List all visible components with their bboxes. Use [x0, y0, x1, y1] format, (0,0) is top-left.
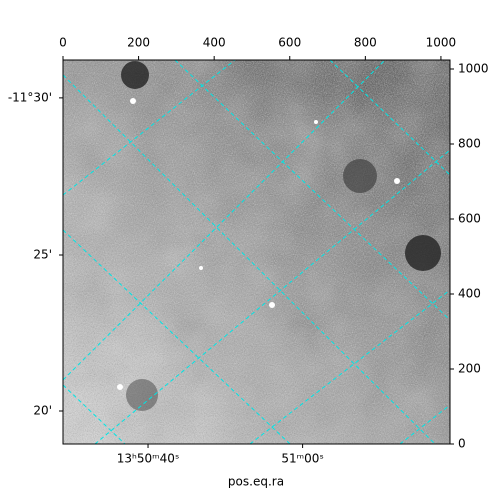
coordinate-grid — [63, 60, 450, 444]
y-tick-label: 200 — [458, 362, 481, 376]
y-tick-label: 1000 — [458, 62, 489, 76]
x-tick-label: 800 — [354, 36, 377, 50]
world-y-tick-label: 20' — [33, 404, 52, 418]
plot-frame — [62, 59, 451, 445]
x-tick-label: 200 — [127, 36, 150, 50]
y-tick-label: 0 — [458, 437, 466, 451]
world-x-tick-label: 13ʰ50ᵐ40ˢ — [117, 452, 180, 466]
world-x-tick-label: 51ᵐ00ˢ — [281, 452, 324, 466]
world-y-tick-label: 25' — [33, 248, 52, 262]
x-tick-label: 1000 — [426, 36, 457, 50]
x-axis-label: pos.eq.ra — [228, 475, 284, 489]
x-tick-label: 400 — [203, 36, 226, 50]
world-y-tick-label: -11°30' — [8, 90, 52, 104]
x-tick-label: 0 — [59, 36, 67, 50]
image — [63, 60, 450, 444]
x-tick-label: 600 — [278, 36, 301, 50]
y-tick-label: 400 — [458, 287, 481, 301]
y-tick-label: 800 — [458, 137, 481, 151]
y-tick-label: 600 — [458, 212, 481, 226]
